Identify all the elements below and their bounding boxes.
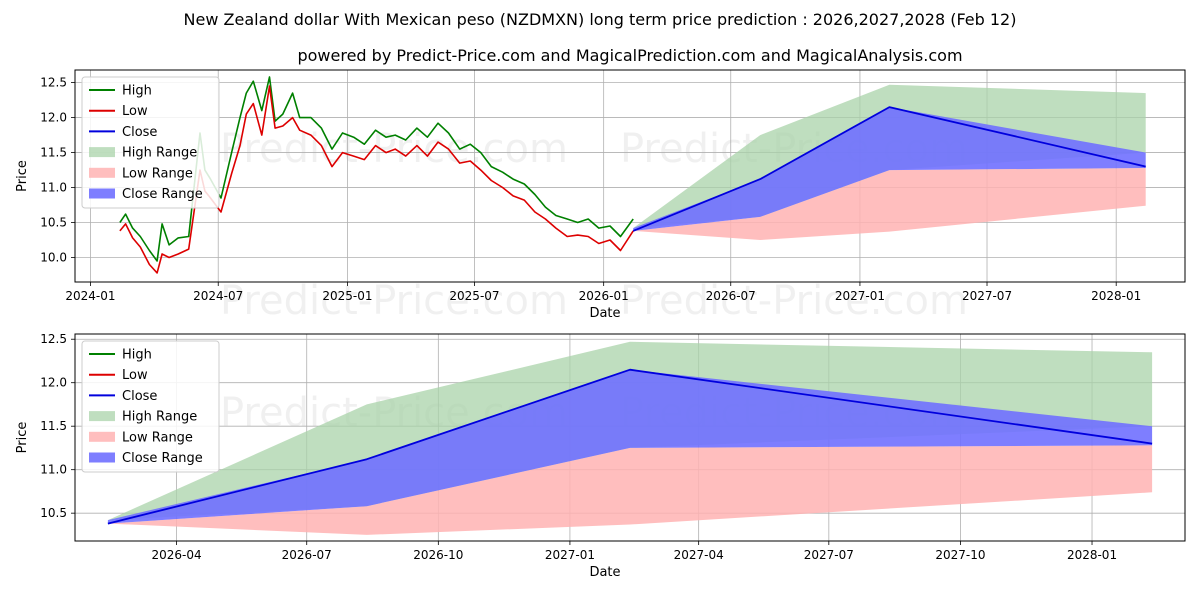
legend: High Low Close High Range Low Range Close Ran… xyxy=(81,76,220,209)
x-tick-label: 2027-01 xyxy=(835,289,885,303)
x-tick-label: 2027-10 xyxy=(935,548,985,562)
plot-frame xyxy=(74,333,1186,542)
y-tick-label: 12.5 xyxy=(40,332,67,346)
y-tick-label: 12.5 xyxy=(40,76,67,90)
legend-swatch-patch xyxy=(89,147,115,158)
y-axis-label: Price xyxy=(15,160,30,192)
x-tick-label: 2027-07 xyxy=(804,548,854,562)
legend-label: Low xyxy=(122,104,148,119)
x-axis-label: Date xyxy=(589,306,620,321)
y-tick-label: 11.5 xyxy=(40,419,67,433)
x-tick-label: 2027-01 xyxy=(545,548,595,562)
close-range-band xyxy=(633,107,1146,231)
legend-label: Close xyxy=(122,125,157,140)
legend-label: Close Range xyxy=(122,451,203,466)
legend-box xyxy=(81,340,220,473)
legend-label: Low xyxy=(122,368,148,383)
legend-swatch-patch xyxy=(89,431,115,442)
x-tick-label: 2024-07 xyxy=(193,289,243,303)
x-tick-label: 2024-01 xyxy=(65,289,115,303)
legend-swatch-patch xyxy=(89,167,115,178)
legend-label: Low Range xyxy=(122,166,193,181)
y-axis-label: Price xyxy=(15,422,30,454)
x-tick-label: 2025-01 xyxy=(322,289,372,303)
legend-label: High xyxy=(122,84,152,99)
x-tick-label: 2028-01 xyxy=(1067,548,1117,562)
close-series-line xyxy=(107,368,1153,525)
low-range-band xyxy=(107,445,1153,535)
legend-label: High Range xyxy=(122,146,197,161)
x-tick-label: 2027-04 xyxy=(674,548,724,562)
watermark-text: Predict-Price.com xyxy=(220,278,568,324)
x-tick-label: 2028-01 xyxy=(1091,289,1141,303)
legend-label: High Range xyxy=(122,410,197,425)
high-series-line xyxy=(119,76,634,262)
legend-swatch-patch xyxy=(89,411,115,422)
x-tick-label: 2026-04 xyxy=(151,548,201,562)
y-tick-label: 10.0 xyxy=(40,251,67,265)
low-series-line xyxy=(119,85,634,274)
y-tick-label: 11.0 xyxy=(40,463,67,477)
close-range-band xyxy=(107,369,1153,524)
chart-title: New Zealand dollar With Mexican peso (NZ… xyxy=(184,10,1017,29)
y-tick-label: 10.5 xyxy=(40,506,67,520)
plot-frame xyxy=(74,69,1186,283)
bottom-panel: Predict-Price.comPredict-Price.com2026-0… xyxy=(15,332,1186,580)
x-axis-label: Date xyxy=(589,565,620,580)
y-tick-label: 12.0 xyxy=(40,376,67,390)
y-tick-label: 11.5 xyxy=(40,146,67,160)
plot-area xyxy=(107,341,1153,535)
chart-subtitle: powered by Predict-Price.com and Magical… xyxy=(297,46,962,65)
x-tick-label: 2026-10 xyxy=(413,548,463,562)
watermark-text: Predict-Price.com xyxy=(620,278,968,324)
legend-label: Close Range xyxy=(122,187,203,202)
close-series-line xyxy=(632,106,1146,232)
legend-label: High xyxy=(122,348,152,363)
y-tick-label: 10.5 xyxy=(40,216,67,230)
x-tick-label: 2026-01 xyxy=(579,289,629,303)
legend-label: Close xyxy=(122,389,157,404)
plot-area xyxy=(119,76,1146,274)
legend-label: Low Range xyxy=(122,430,193,445)
low-range-band xyxy=(633,168,1146,240)
legend-box xyxy=(81,76,220,209)
x-tick-label: 2026-07 xyxy=(706,289,756,303)
legend-swatch-patch xyxy=(89,452,115,463)
legend: High Low Close High Range Low Range Close Ran… xyxy=(81,340,220,473)
y-tick-label: 11.0 xyxy=(40,181,67,195)
y-tick-label: 12.0 xyxy=(40,111,67,125)
x-tick-label: 2026-07 xyxy=(282,548,332,562)
legend-swatch-patch xyxy=(89,188,115,199)
x-tick-label: 2027-07 xyxy=(962,289,1012,303)
x-tick-label: 2025-07 xyxy=(449,289,499,303)
